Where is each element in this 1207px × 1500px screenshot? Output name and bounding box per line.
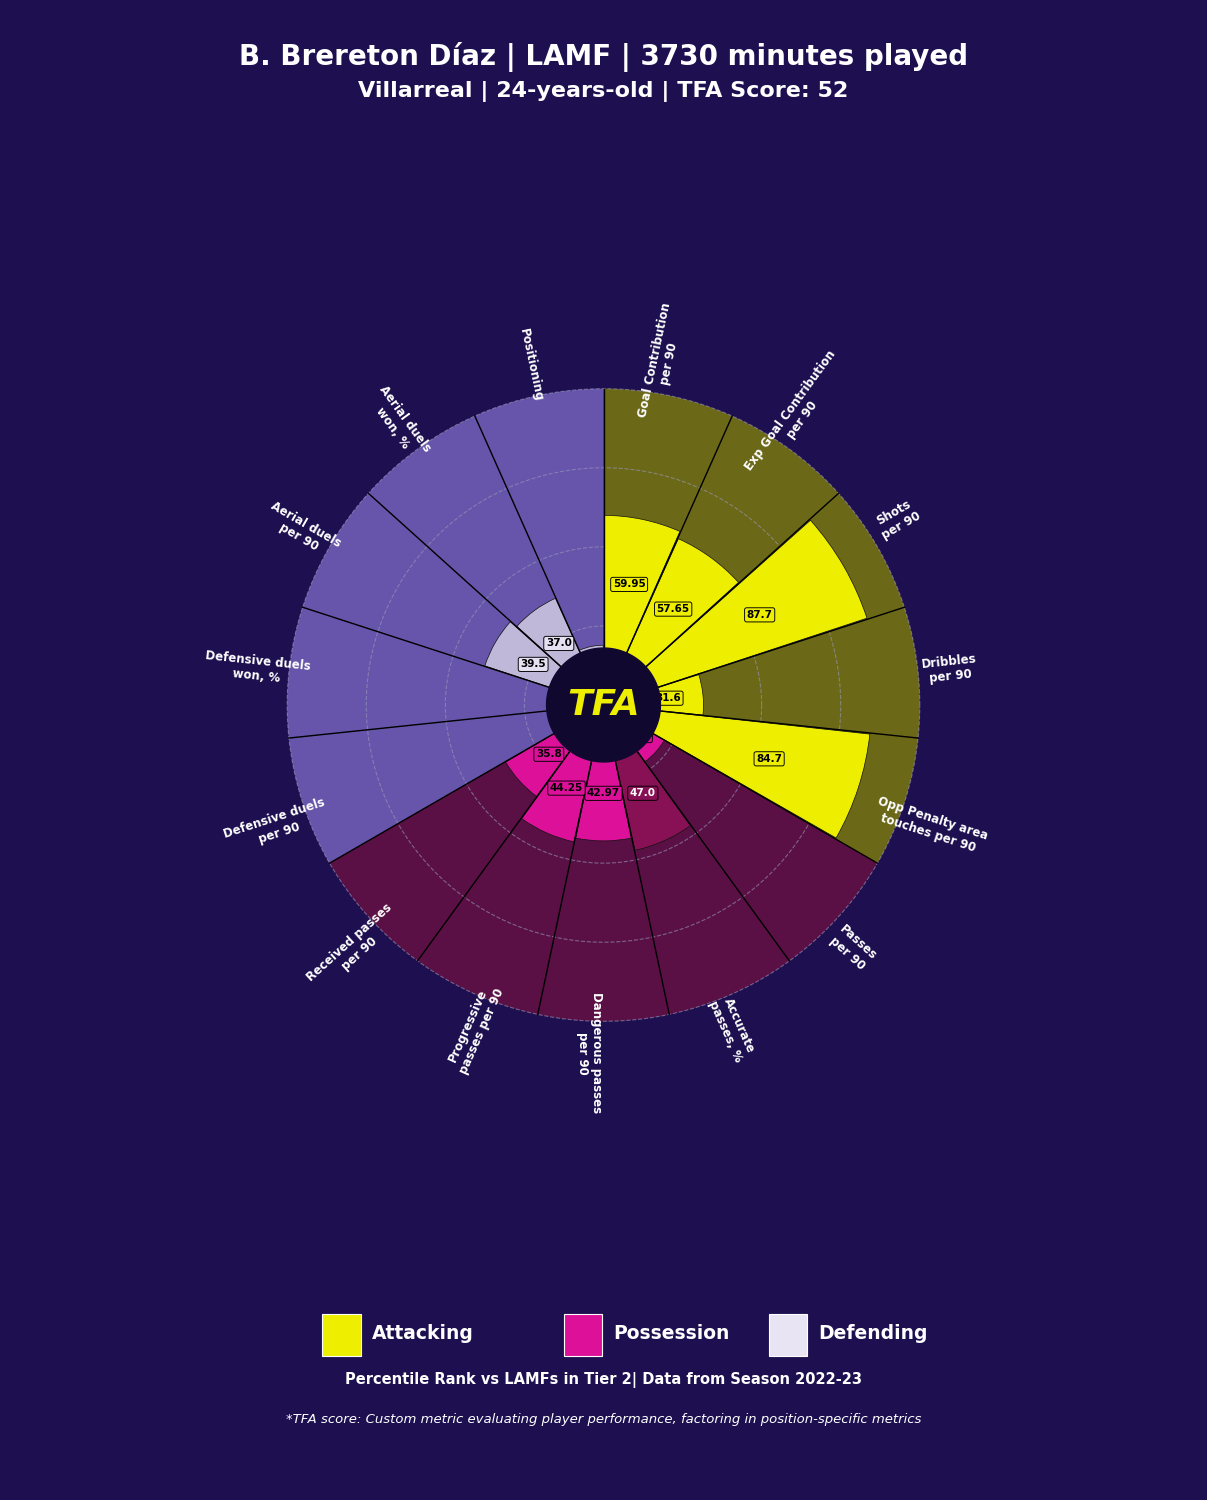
Text: 31.6: 31.6: [655, 693, 681, 703]
Text: 57.65: 57.65: [657, 604, 689, 613]
Bar: [604, 520, 867, 705]
Bar: [604, 705, 877, 962]
Bar: [604, 705, 870, 839]
Text: Progressive
passes per 90: Progressive passes per 90: [443, 981, 506, 1077]
Text: Goal Contribution
per 90: Goal Contribution per 90: [636, 302, 688, 422]
Bar: [604, 675, 704, 716]
Bar: [521, 705, 604, 842]
Text: Percentile Rank vs LAMFs in Tier 2| Data from Season 2022-23: Percentile Rank vs LAMFs in Tier 2| Data…: [345, 1372, 862, 1388]
Text: Defending: Defending: [818, 1324, 928, 1342]
Text: Aerial duels
won, %: Aerial duels won, %: [365, 384, 433, 464]
Text: Received passes
per 90: Received passes per 90: [304, 902, 404, 996]
Text: Aerial duels
per 90: Aerial duels per 90: [261, 500, 343, 562]
Text: B. Brereton Díaz | LAMF | 3730 minutes played: B. Brereton Díaz | LAMF | 3730 minutes p…: [239, 42, 968, 72]
Bar: [604, 388, 733, 705]
Text: Passes
per 90: Passes per 90: [827, 922, 879, 974]
Text: 22.2: 22.2: [624, 730, 651, 741]
Text: 14.3: 14.3: [561, 698, 587, 706]
Bar: [604, 608, 920, 738]
Text: Shots
per 90: Shots per 90: [873, 496, 923, 542]
Text: Accurate
passes, %: Accurate passes, %: [706, 993, 758, 1065]
Bar: [330, 705, 604, 962]
Bar: [589, 705, 604, 712]
Text: 47.0: 47.0: [630, 789, 655, 798]
Bar: [287, 608, 604, 738]
Text: Villarreal | 24-years-old | TFA Score: 52: Villarreal | 24-years-old | TFA Score: 5…: [358, 81, 849, 102]
Bar: [604, 705, 919, 862]
Bar: [368, 416, 604, 705]
Text: Defensive duels
per 90: Defensive duels per 90: [222, 796, 332, 855]
Text: 39.5: 39.5: [520, 660, 546, 669]
Text: 84.7: 84.7: [756, 754, 782, 764]
Text: Positioning: Positioning: [517, 327, 546, 402]
Text: 42.97: 42.97: [587, 789, 620, 798]
Bar: [538, 705, 669, 1022]
Text: 37.0: 37.0: [546, 639, 572, 648]
Bar: [579, 645, 604, 705]
Bar: [604, 494, 904, 705]
Text: 4.7: 4.7: [575, 706, 594, 716]
Bar: [506, 705, 604, 797]
Text: Exp Goal Contribution
per 90: Exp Goal Contribution per 90: [742, 348, 851, 483]
Bar: [303, 494, 604, 705]
Text: Possession: Possession: [613, 1324, 729, 1342]
Text: 18.9: 18.9: [583, 662, 608, 672]
Bar: [604, 516, 680, 705]
Text: Opp Penalty area
touches per 90: Opp Penalty area touches per 90: [871, 795, 990, 856]
Bar: [559, 692, 604, 709]
Text: Dangerous passes
per 90: Dangerous passes per 90: [576, 993, 604, 1113]
Bar: [604, 538, 739, 705]
Text: *TFA score: Custom metric evaluating player performance, factoring in position-s: *TFA score: Custom metric evaluating pla…: [286, 1413, 921, 1425]
Bar: [485, 622, 604, 705]
Bar: [604, 416, 839, 705]
Bar: [604, 705, 789, 1014]
Text: TFA: TFA: [567, 688, 640, 722]
Polygon shape: [547, 648, 660, 762]
Bar: [517, 598, 604, 705]
Bar: [604, 705, 690, 850]
Text: 59.95: 59.95: [613, 579, 646, 590]
Bar: [418, 705, 604, 1014]
Text: 44.25: 44.25: [550, 783, 583, 794]
Bar: [474, 388, 604, 705]
Text: Attacking: Attacking: [372, 1324, 473, 1342]
Bar: [288, 705, 604, 862]
Bar: [604, 705, 664, 762]
Text: 35.8: 35.8: [536, 750, 561, 759]
Text: Defensive duels
won, %: Defensive duels won, %: [204, 650, 311, 688]
Text: 87.7: 87.7: [747, 610, 772, 620]
Bar: [576, 705, 631, 842]
Text: Dribbles
per 90: Dribbles per 90: [921, 652, 979, 686]
